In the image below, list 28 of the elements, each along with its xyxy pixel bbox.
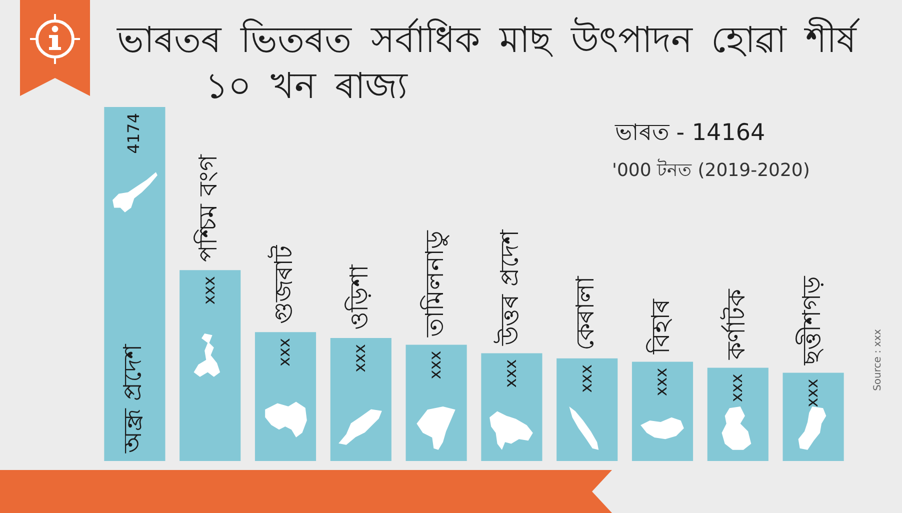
x-tick-label: ছত্তীশগড়	[796, 274, 826, 366]
data-label: xxx	[802, 378, 822, 408]
data-label: xxx	[576, 364, 596, 393]
x-tick-label: কৰ্ণাটক	[720, 288, 750, 361]
x-tick-label: অন্ধ্ৰ প্ৰদেশ	[118, 343, 148, 454]
data-label: xxx	[199, 276, 218, 305]
data-label: xxx	[652, 368, 671, 396]
text: ভাৰত - 14164	[615, 119, 766, 148]
x-tick-label: তামিলনাডু	[420, 230, 450, 338]
data-label: xxx	[425, 350, 444, 380]
bar	[180, 270, 241, 461]
data-label: xxx	[727, 374, 746, 402]
bar	[330, 338, 392, 461]
data-label: xxx	[350, 344, 370, 372]
source-note: Source : xxx	[872, 329, 884, 391]
x-tick-label: উত্তৰ প্ৰদেশ	[494, 228, 524, 346]
chart-title: ভাৰতৰ ভিতৰত সৰ্বাধিক মাছ উৎপাদন হোৱা শীৰ্ষ ১০ খন ৰাজ্য	[117, 18, 861, 109]
annotation: '000 টনত (2019-2020)	[612, 158, 810, 183]
x-tick-label: কেৰালা	[570, 275, 600, 350]
bar	[104, 107, 166, 461]
data-label: xxx	[500, 359, 520, 388]
x-tick-label: গুজৰাট	[268, 245, 298, 324]
x-tick-label: ওড়িশা	[344, 264, 374, 330]
data-label: xxx	[274, 338, 294, 366]
x-tick-label: বিহাৰ	[646, 298, 675, 355]
bar	[556, 358, 618, 461]
x-tick-label: পশ্চিম বংগ	[194, 154, 223, 262]
data-label: 4174	[124, 113, 143, 154]
